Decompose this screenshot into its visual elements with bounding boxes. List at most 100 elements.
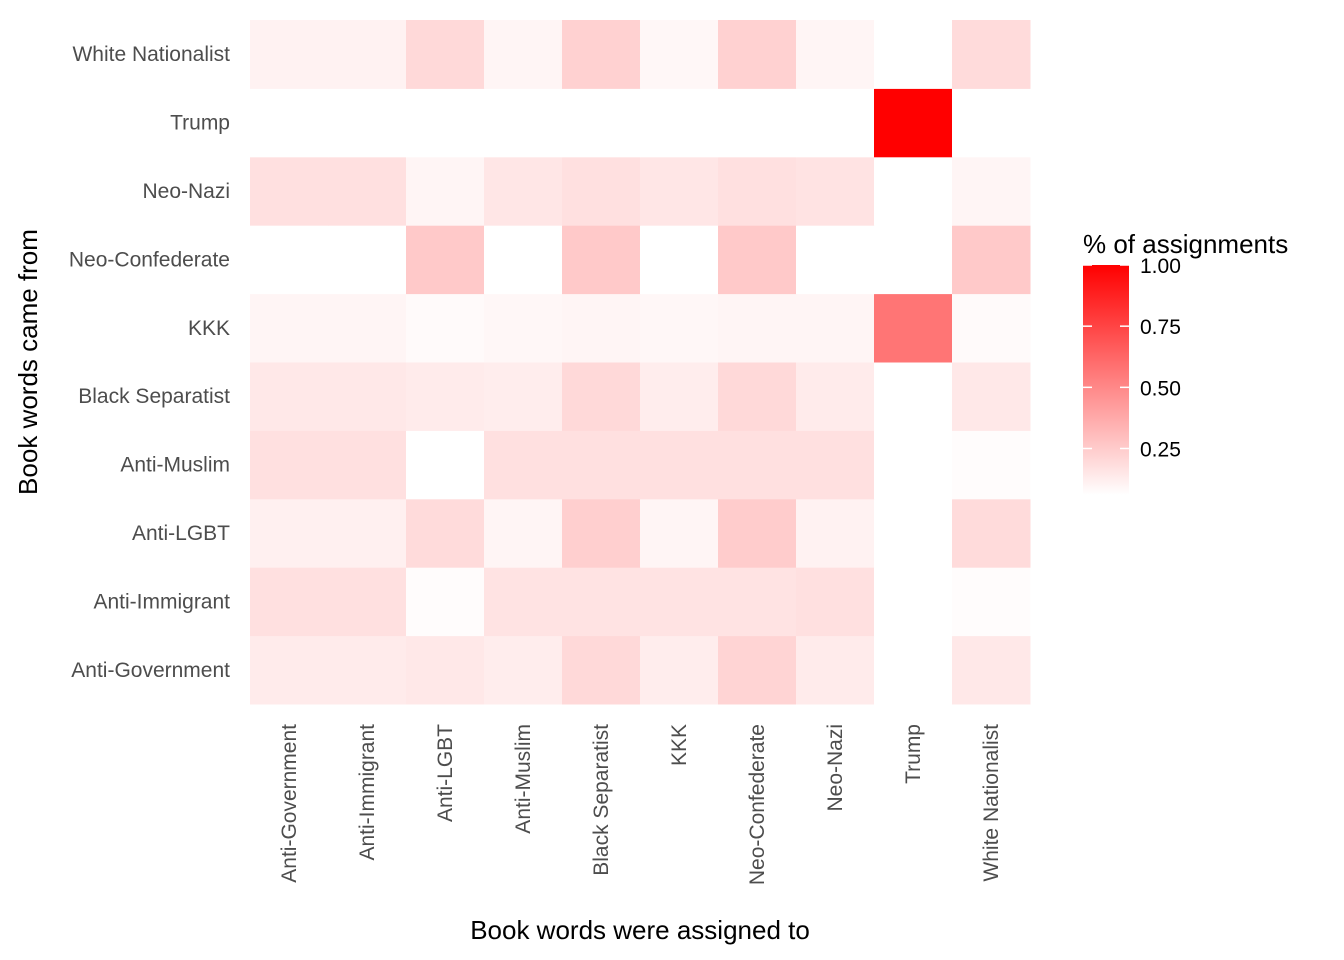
x-tick-label: Anti-LGBT	[434, 724, 457, 822]
x-axis-title: Book words were assigned to	[470, 915, 810, 945]
heatmap-cell	[328, 20, 407, 89]
heatmap-cell	[874, 225, 953, 295]
x-tick-label: Anti-Immigrant	[356, 724, 379, 861]
x-tick-label: Anti-Government	[278, 724, 301, 883]
heatmap-cell	[250, 20, 329, 89]
heatmap-cell	[562, 225, 641, 295]
heatmap-cell	[874, 156, 953, 226]
heatmap-cell	[796, 156, 875, 226]
heatmap-cell	[796, 362, 875, 431]
legend-title: % of assignments	[1083, 229, 1288, 259]
heatmap-cell	[952, 498, 1031, 568]
heatmap-cell	[952, 225, 1031, 295]
y-tick-label: Black Separatist	[78, 385, 230, 408]
heatmap-cell	[952, 88, 1031, 158]
y-tick-label: Anti-LGBT	[132, 522, 230, 545]
heatmap-cell	[874, 362, 953, 431]
heatmap-cell	[640, 567, 719, 637]
heatmap-cell	[484, 225, 563, 295]
heatmap-cell	[640, 20, 719, 89]
y-tick-labels: Anti-Government Anti-Immigrant Anti-LGBT An…	[69, 43, 230, 682]
heatmap-cell	[796, 20, 875, 89]
heatmap-cell	[796, 635, 875, 705]
color-legend: % of assignments 1.00 0.75 0.50 0.25	[1083, 229, 1288, 495]
heatmap-cell	[874, 293, 953, 363]
heatmap-cell	[250, 225, 329, 295]
heatmap-cell	[406, 567, 485, 637]
x-tick-labels: Anti-Government Anti-Immigrant Anti-LGBT An…	[278, 724, 1003, 885]
heatmap-cell	[952, 567, 1031, 637]
heatmap-cell	[718, 635, 797, 705]
heatmap-cells	[250, 20, 1031, 705]
heatmap-cell	[328, 225, 407, 295]
heatmap-cell	[328, 567, 407, 637]
heatmap-cell	[796, 88, 875, 158]
heatmap-cell	[718, 156, 797, 226]
heatmap-cell	[328, 362, 407, 431]
heatmap-cell	[484, 498, 563, 568]
heatmap-cell	[874, 20, 953, 89]
heatmap-cell	[250, 156, 329, 226]
heatmap-cell	[484, 88, 563, 158]
heatmap-cell	[328, 498, 407, 568]
x-tick-label: Anti-Muslim	[512, 724, 535, 834]
heatmap-cell	[718, 293, 797, 363]
heatmap-cell	[562, 156, 641, 226]
heatmap-cell	[484, 156, 563, 226]
heatmap-cell	[718, 362, 797, 431]
heatmap-cell	[250, 430, 329, 500]
x-tick-label: KKK	[668, 724, 691, 766]
heatmap-cell	[406, 362, 485, 431]
heatmap-cell	[484, 567, 563, 637]
heatmap-cell	[406, 635, 485, 705]
heatmap-cell	[718, 567, 797, 637]
heatmap-cell	[328, 293, 407, 363]
heatmap-cell	[640, 362, 719, 431]
heatmap-cell	[874, 430, 953, 500]
heatmap-cell	[952, 20, 1031, 89]
heatmap-cell	[718, 430, 797, 500]
heatmap-cell	[484, 293, 563, 363]
heatmap-cell	[796, 430, 875, 500]
y-tick-label: Neo-Nazi	[142, 180, 230, 203]
heatmap-cell	[406, 498, 485, 568]
x-tick-label: White Nationalist	[980, 724, 1003, 882]
heatmap-cell	[874, 498, 953, 568]
y-tick-label: Anti-Muslim	[120, 454, 230, 477]
heatmap-cell	[640, 156, 719, 226]
heatmap-cell	[562, 362, 641, 431]
heatmap-cell	[250, 293, 329, 363]
heatmap-cell	[562, 635, 641, 705]
heatmap-cell	[718, 498, 797, 568]
heatmap-cell	[952, 362, 1031, 431]
heatmap-cell	[250, 88, 329, 158]
legend-tick-label: 0.25	[1140, 439, 1181, 462]
heatmap-cell	[796, 567, 875, 637]
y-tick-label: Neo-Confederate	[69, 248, 230, 271]
x-tick-label: Neo-Confederate	[746, 724, 769, 885]
legend-tick-label: 0.50	[1140, 377, 1181, 400]
heatmap-cell	[874, 635, 953, 705]
heatmap-cell	[562, 293, 641, 363]
y-axis-title: Book words came from	[13, 229, 43, 495]
heatmap-cell	[796, 498, 875, 568]
heatmap-cell	[874, 567, 953, 637]
heatmap-cell	[328, 156, 407, 226]
heatmap-cell	[640, 293, 719, 363]
x-tick-label: Trump	[902, 724, 925, 784]
y-tick-label: White Nationalist	[72, 43, 230, 66]
heatmap-cell	[406, 20, 485, 89]
heatmap-cell	[328, 430, 407, 500]
heatmap-cell	[250, 567, 329, 637]
heatmap-cell	[484, 635, 563, 705]
heatmap-cell	[562, 88, 641, 158]
heatmap-cell	[562, 567, 641, 637]
heatmap-cell	[640, 225, 719, 295]
heatmap-cell	[562, 498, 641, 568]
heatmap-cell	[796, 293, 875, 363]
heatmap-cell	[640, 88, 719, 158]
heatmap-cell	[562, 20, 641, 89]
heatmap-cell	[640, 430, 719, 500]
